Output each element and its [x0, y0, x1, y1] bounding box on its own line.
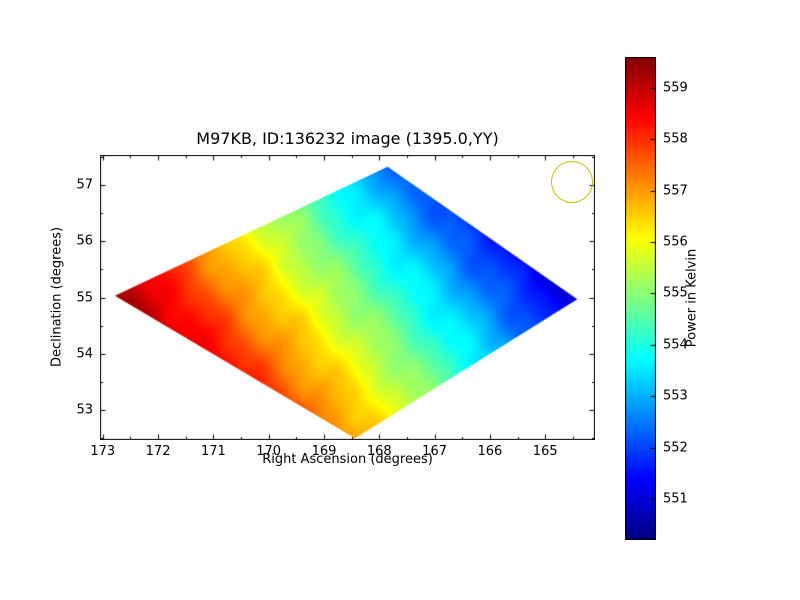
colorbar-canvas — [625, 57, 656, 540]
colorbar-tick-label: 552 — [663, 440, 688, 455]
y-tick-label: 55 — [76, 290, 93, 305]
x-tick-label: 169 — [311, 444, 337, 459]
x-tick-label: 168 — [366, 444, 392, 459]
x-tick-label: 172 — [145, 444, 171, 459]
x-axis-label: Right Ascension (degrees) — [262, 452, 433, 467]
colorbar-tick-label: 554 — [663, 337, 688, 353]
y-tick-label: 54 — [76, 346, 93, 362]
x-tick-label: 166 — [477, 444, 503, 459]
colorbar-tick-label: 559 — [663, 80, 688, 96]
colorbar-tick-label: 553 — [663, 388, 688, 404]
y-axis-label: Declination (degrees) — [49, 226, 65, 368]
x-tick-label: 167 — [422, 444, 448, 459]
colorbar-tick-label: 558 — [663, 131, 688, 147]
y-tick-label: 57 — [76, 177, 93, 193]
y-tick-label: 56 — [76, 233, 93, 249]
x-tick-label: 170 — [256, 444, 282, 459]
plot-canvas — [100, 155, 595, 440]
x-tick-label: 171 — [200, 444, 226, 459]
y-tick-label: 53 — [76, 402, 93, 418]
x-tick-label: 173 — [90, 444, 116, 459]
beam-circle — [551, 160, 594, 204]
colorbar-tick-label: 555 — [663, 285, 688, 301]
colorbar-tick-label: 556 — [663, 234, 688, 250]
colorbar-tick-label: 551 — [663, 491, 688, 507]
colorbar-tick-label: 557 — [663, 183, 688, 199]
figure-title: M97KB, ID:136232 image (1395.0,YY) — [196, 129, 499, 148]
x-tick-label: 165 — [532, 444, 558, 459]
